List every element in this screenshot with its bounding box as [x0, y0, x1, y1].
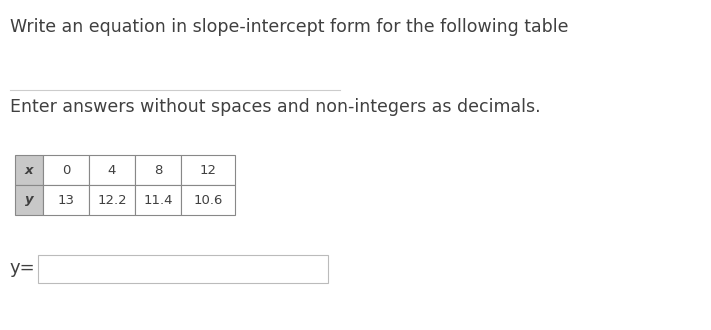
- Text: 10.6: 10.6: [193, 193, 223, 207]
- Text: 11.4: 11.4: [143, 193, 173, 207]
- Text: 0: 0: [62, 163, 70, 177]
- Text: y=: y=: [10, 259, 36, 277]
- Bar: [43, 185, 89, 215]
- Bar: [43, 155, 89, 185]
- Text: 13: 13: [58, 193, 75, 207]
- Bar: [38, 255, 328, 283]
- Bar: [135, 155, 181, 185]
- Text: y: y: [25, 193, 33, 207]
- Bar: [15, 155, 43, 185]
- Text: 8: 8: [154, 163, 162, 177]
- Text: 12: 12: [200, 163, 217, 177]
- Bar: [89, 185, 135, 215]
- Bar: [181, 185, 235, 215]
- Text: 4: 4: [108, 163, 116, 177]
- Bar: [15, 185, 43, 215]
- Text: x: x: [25, 163, 33, 177]
- Bar: [89, 155, 135, 185]
- Text: 12.2: 12.2: [97, 193, 127, 207]
- Bar: [181, 155, 235, 185]
- Bar: [135, 185, 181, 215]
- Text: Enter answers without spaces and non-integers as decimals.: Enter answers without spaces and non-int…: [10, 98, 540, 116]
- Text: Write an equation in slope-intercept form for the following table: Write an equation in slope-intercept for…: [10, 18, 569, 36]
